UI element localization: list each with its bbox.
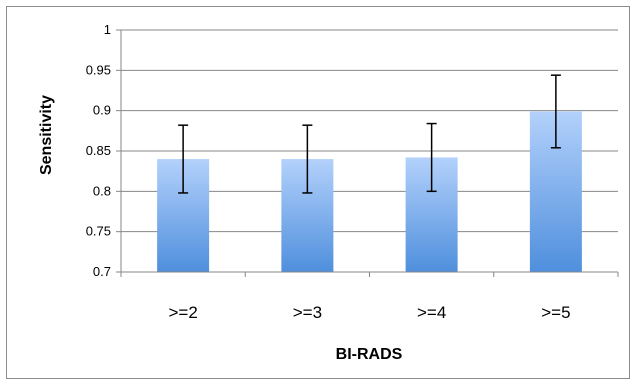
- y-tick-label: 0.95: [86, 62, 111, 77]
- y-tick-label: 0.75: [86, 224, 111, 239]
- y-tick-label: 0.8: [93, 183, 111, 198]
- y-tick-label: 0.85: [86, 143, 111, 158]
- x-tick-label: >=2: [168, 303, 197, 322]
- y-tick-label: 0.7: [93, 264, 111, 279]
- bar-chart: 0.7 0.75 0.8 0.85 0.9 0.95 1 >=2 >=3 >=4 >=5 Sensi…: [38, 22, 619, 363]
- y-tick-label: 0.9: [93, 103, 111, 118]
- tick-labels: 0.7 0.75 0.8 0.85 0.9 0.95 1 >=2 >=3 >=4 >=5: [86, 22, 571, 322]
- x-tick-label: >=3: [293, 303, 322, 322]
- x-tick-label: >=5: [541, 303, 570, 322]
- x-axis-title: BI-RADS: [336, 346, 403, 363]
- chart-area: 0.7 0.75 0.8 0.85 0.9 0.95 1 >=2 >=3 >=4 >=5 Sensi…: [6, 6, 630, 379]
- y-tick-label: 1: [104, 22, 111, 37]
- y-axis-title: Sensitivity: [38, 95, 55, 175]
- error-bars: [178, 74, 561, 194]
- x-tick-label: >=4: [417, 303, 446, 322]
- axes: [116, 29, 619, 277]
